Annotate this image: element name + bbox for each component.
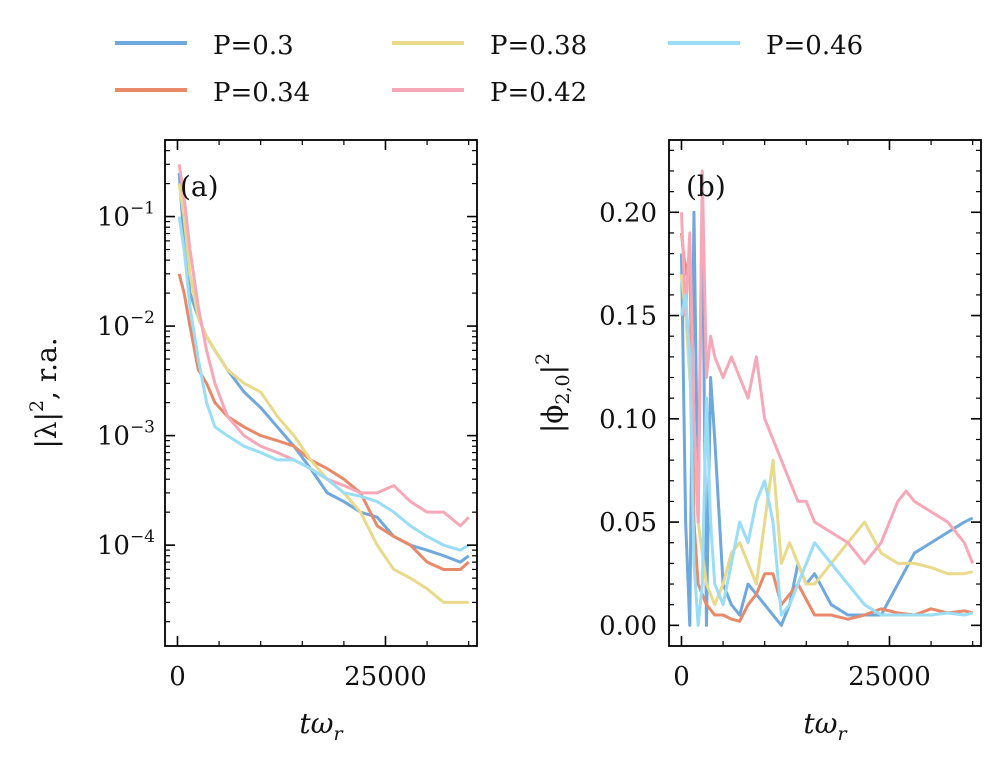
panel-label-b: (b) xyxy=(686,170,726,203)
legend-entry-p042: P=0.42 xyxy=(392,78,587,108)
series-line-a-3 xyxy=(177,164,470,528)
y-tick-b-1: 0.05 xyxy=(599,508,981,538)
x-label-base: t xyxy=(803,707,815,740)
x-label-sub: r xyxy=(838,723,849,745)
y-tick-a-3: 10−4 xyxy=(97,527,477,561)
x-axis-label-b: tωr xyxy=(803,707,848,745)
y-label-main: |λ| xyxy=(30,412,63,449)
series-line-b-3 xyxy=(679,169,975,565)
y-label-sub: 2,0 xyxy=(552,374,574,404)
y-tick-label: 0.05 xyxy=(599,508,657,538)
x-label-greek: ω xyxy=(815,707,838,740)
y-tick-b-3: 0.15 xyxy=(599,302,981,332)
x-axis-label-a: tωr xyxy=(299,707,344,745)
legend-entry-p034: P=0.34 xyxy=(115,78,310,108)
series-layer-b xyxy=(679,169,975,627)
y-axis-label-b: |ϕ2,0|2 xyxy=(532,353,574,433)
panel-label-a: (a) xyxy=(180,170,219,203)
y-label-close: | xyxy=(536,365,569,374)
y-label-sup: 2 xyxy=(26,400,48,412)
series-line-a-1 xyxy=(177,273,470,571)
plot-frame-a xyxy=(164,139,478,647)
legend-entry-p046: P=0.46 xyxy=(668,31,863,61)
legend-label: P=0.3 xyxy=(213,31,294,61)
y-tick-exp: −4 xyxy=(130,527,155,547)
legend-label: P=0.38 xyxy=(490,31,587,61)
y-tick-label: 0.20 xyxy=(599,198,657,228)
legend-label: P=0.42 xyxy=(490,78,587,108)
series-line-b-2 xyxy=(679,274,974,607)
y-tick-a-1: 10−2 xyxy=(97,308,477,342)
x-tick-a-1: 25000 xyxy=(344,140,427,692)
x-tick-b-1: 25000 xyxy=(848,140,931,692)
x-tick-label: 0 xyxy=(169,662,186,692)
legend: P=0.3 P=0.34 P=0.38 P=0.42 P=0.46 xyxy=(115,31,863,108)
legend-entry-p030: P=0.3 xyxy=(115,31,294,61)
y-tick-label: 10−2 xyxy=(97,308,155,342)
y-tick-label: 0.15 xyxy=(599,302,657,332)
y-tick-a-0: 10−1 xyxy=(97,199,477,233)
x-label-sub: r xyxy=(334,723,345,745)
series-line-b-4 xyxy=(680,293,974,627)
x-ticks-a: 0 25000 xyxy=(169,140,427,692)
series-line-b-1 xyxy=(679,232,974,623)
y-tick-exp: −2 xyxy=(130,308,155,328)
y-tick-label: 0.10 xyxy=(599,405,657,435)
y-tick-base: 10 xyxy=(97,312,130,342)
y-ticks-a: 10−1 10−2 10−3 10−4 xyxy=(97,199,477,561)
y-tick-label: 10−4 xyxy=(97,527,155,561)
x-label-base: t xyxy=(299,707,311,740)
y-tick-exp: −1 xyxy=(130,199,155,219)
y-tick-base: 10 xyxy=(97,531,130,561)
series-line-a-0 xyxy=(177,172,470,564)
x-label-greek: ω xyxy=(311,707,334,740)
x-ticks-b: 0 25000 xyxy=(673,140,931,692)
y-tick-label: 10−1 xyxy=(97,199,155,233)
y-tick-b-2: 0.10 xyxy=(599,405,981,435)
legend-entry-p038: P=0.38 xyxy=(392,31,587,61)
series-layer-a xyxy=(177,164,470,604)
y-tick-base: 10 xyxy=(97,422,130,452)
y-tick-b-0: 0.00 xyxy=(599,611,981,641)
y-axis-label-a: |λ|2, r.a. xyxy=(26,337,63,448)
x-tick-a-0: 0 xyxy=(169,140,186,692)
series-line-a-4 xyxy=(177,216,470,552)
y-tick-a-2: 10−3 xyxy=(97,418,477,452)
y-label-main: |ϕ xyxy=(536,405,569,434)
x-tick-label: 0 xyxy=(673,662,690,692)
x-tick-b-0: 0 xyxy=(673,140,690,692)
y-label-sup: 2 xyxy=(532,353,554,365)
x-tick-label: 25000 xyxy=(344,662,427,692)
plot-frame-b xyxy=(668,139,982,647)
panel-b: 0.00 0.05 0.10 0.15 0.20 xyxy=(532,139,982,745)
y-tick-base: 10 xyxy=(97,203,130,233)
y-label-tail: , r.a. xyxy=(30,337,63,400)
legend-label: P=0.34 xyxy=(213,78,310,108)
y-ticks-b: 0.00 0.05 0.10 0.15 0.20 xyxy=(599,198,981,641)
y-tick-label: 0.00 xyxy=(599,611,657,641)
series-line-a-2 xyxy=(177,183,469,604)
panel-a: 10−1 10−2 10−3 10−4 0 xyxy=(26,139,478,745)
y-tick-exp: −3 xyxy=(130,418,155,438)
y-tick-label: 10−3 xyxy=(97,418,155,452)
x-tick-label: 25000 xyxy=(848,662,931,692)
y-tick-b-4: 0.20 xyxy=(599,198,981,228)
legend-label: P=0.46 xyxy=(766,31,863,61)
